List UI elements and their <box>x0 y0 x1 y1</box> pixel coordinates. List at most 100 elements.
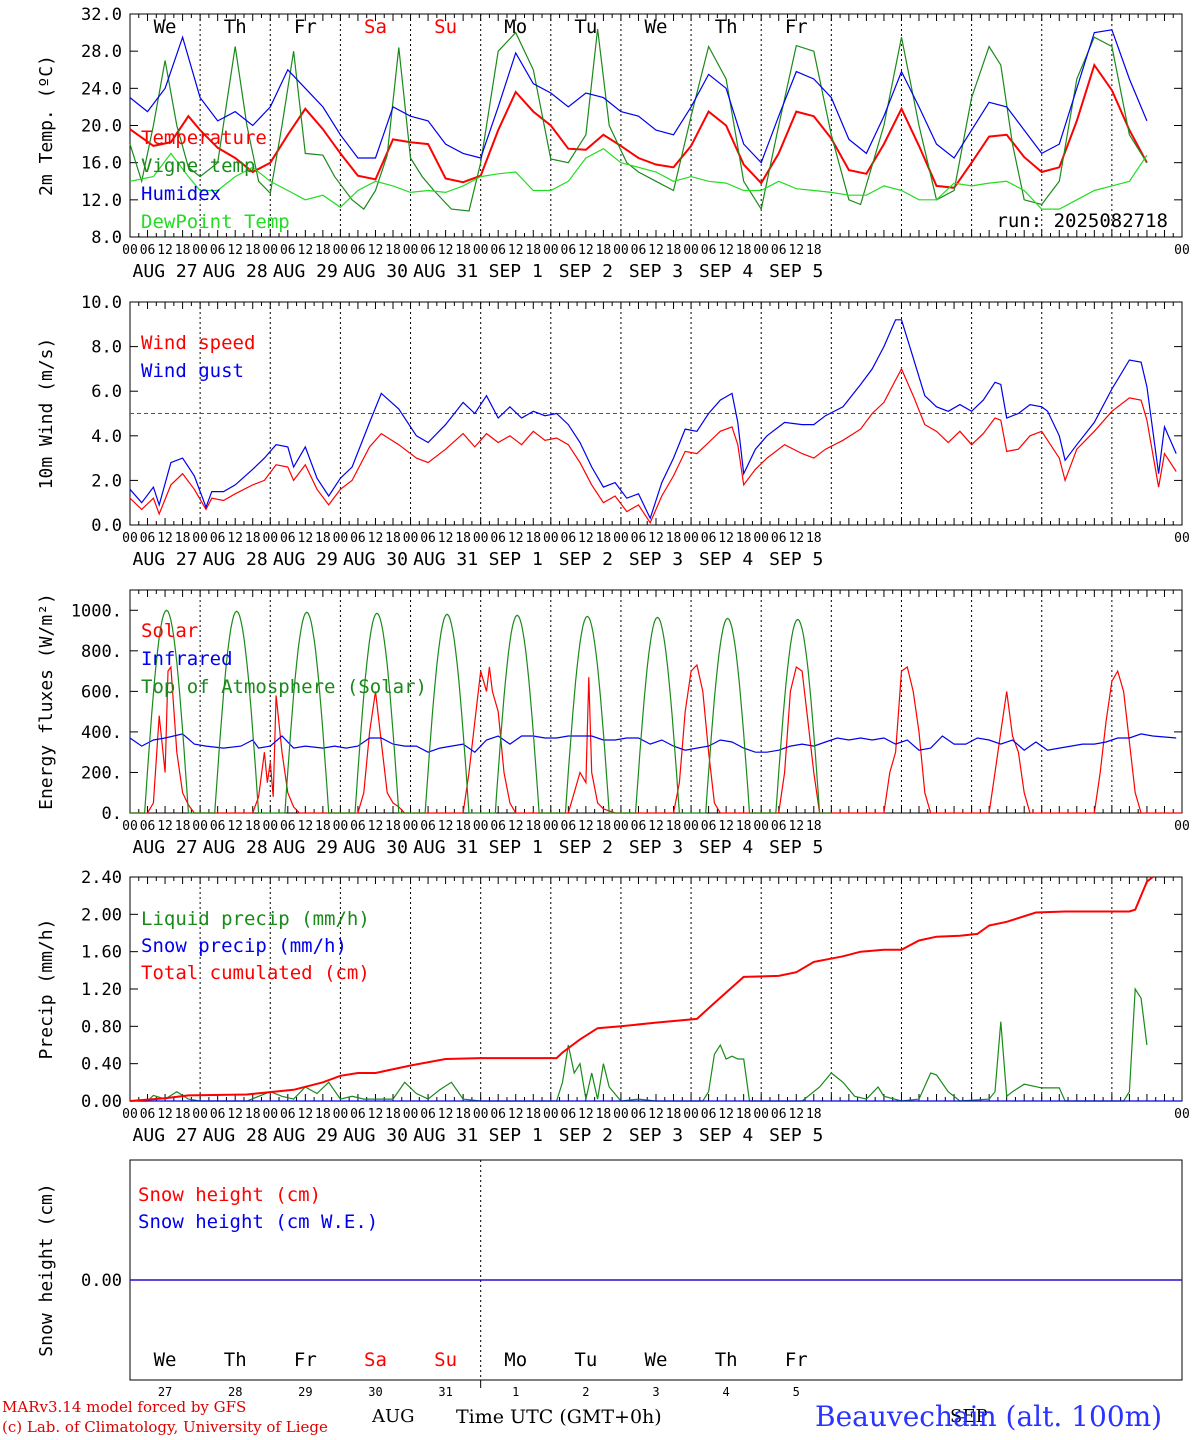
hour-tick-label: 00 <box>1174 819 1190 834</box>
lab-credit: (c) Lab. of Climatology, University of L… <box>2 1418 328 1436</box>
hour-tick-label: 18 <box>525 1107 541 1122</box>
hour-tick-label: 12 <box>508 1107 524 1122</box>
y-tick-label: 0.40 <box>81 1055 122 1075</box>
hour-tick-label: 06 <box>701 243 717 258</box>
series-line-infrared <box>129 733 1177 753</box>
hour-tick-label: 18 <box>806 531 822 546</box>
hour-tick-label: 18 <box>315 531 331 546</box>
y-axis-label: Precip (mm/h) <box>36 919 57 1060</box>
hour-tick-label: 12 <box>227 819 243 834</box>
hour-tick-label: 00 <box>543 243 559 258</box>
day-number-label: 28 <box>228 1385 242 1399</box>
hour-tick-label: 12 <box>157 531 173 546</box>
hour-tick-label: 12 <box>368 819 384 834</box>
station-title: Beauvechain (alt. 100m) <box>815 1400 1163 1433</box>
hour-tick-label: 18 <box>175 243 191 258</box>
y-tick-label: 8.0 <box>91 228 122 248</box>
hour-tick-label: 18 <box>806 243 822 258</box>
y-axis-label: 2m Temp. (ºC) <box>36 55 57 196</box>
hour-tick-label: 18 <box>666 819 682 834</box>
hour-tick-label: 00 <box>473 243 489 258</box>
legend-label: Vigne temp <box>141 155 255 177</box>
date-tick-label: AUG 29 <box>273 261 338 282</box>
hour-tick-label: 18 <box>525 531 541 546</box>
run-label: run: 2025082718 <box>996 210 1168 232</box>
hour-tick-label: 18 <box>175 819 191 834</box>
y-tick-label: 1000. <box>71 601 122 621</box>
hour-tick-label: 12 <box>157 243 173 258</box>
hour-tick-label: 12 <box>298 1107 314 1122</box>
hour-tick-label: 06 <box>140 531 156 546</box>
y-tick-label: 800. <box>81 642 122 662</box>
hour-tick-label: 06 <box>701 819 717 834</box>
hour-tick-label: 06 <box>561 243 577 258</box>
hour-tick-label: 00 <box>473 819 489 834</box>
hour-tick-label: 18 <box>245 243 261 258</box>
y-tick-label: 400. <box>81 723 122 743</box>
weekday-label-top: We <box>154 16 177 38</box>
hour-tick-label: 12 <box>648 819 664 834</box>
hour-tick-label: 06 <box>350 531 366 546</box>
weekday-label-top: Sa <box>364 16 387 38</box>
hour-tick-label: 12 <box>368 531 384 546</box>
hour-tick-label: 06 <box>280 243 296 258</box>
hour-tick-label: 06 <box>701 1107 717 1122</box>
hour-tick-label: 18 <box>525 819 541 834</box>
hour-tick-label: 06 <box>561 819 577 834</box>
hour-tick-label: 12 <box>227 243 243 258</box>
hour-tick-label: 00 <box>403 819 419 834</box>
y-tick-label: 0.00 <box>81 1271 122 1291</box>
y-tick-label: 20.0 <box>81 117 122 137</box>
hour-tick-label: 18 <box>385 243 401 258</box>
weekday-label-bottom: Fr <box>294 1349 317 1371</box>
legend-label: Total cumulated (cm) <box>141 962 370 984</box>
hour-tick-label: 18 <box>596 819 612 834</box>
date-tick-label: SEP 4 <box>699 837 753 858</box>
panel-5: 0.00 Snow height (cm) Snow height (cm) Snow… <box>36 1159 1183 1388</box>
hour-tick-label: 00 <box>1174 243 1190 258</box>
hour-tick-label: 12 <box>718 1107 734 1122</box>
date-tick-label: AUG 28 <box>203 1125 268 1146</box>
hour-tick-label: 06 <box>490 243 506 258</box>
hour-tick-label: 06 <box>280 1107 296 1122</box>
hour-tick-label: 06 <box>631 531 647 546</box>
hour-tick-label: 00 <box>753 1107 769 1122</box>
hour-tick-label: 18 <box>385 1107 401 1122</box>
legend-label: Wind speed <box>141 332 255 354</box>
month-aug-label: AUG <box>372 1406 415 1427</box>
day-number-label: 4 <box>723 1385 730 1399</box>
hour-tick-label: 12 <box>788 1107 804 1122</box>
hour-tick-label: 06 <box>701 531 717 546</box>
y-tick-label: 2.0 <box>91 471 122 491</box>
date-tick-label: AUG 27 <box>133 549 198 570</box>
y-tick-label: 12.0 <box>81 191 122 211</box>
date-tick-label: SEP 1 <box>489 837 543 858</box>
hour-tick-label: 00 <box>262 1107 278 1122</box>
legend-label: Wind gust <box>141 360 244 382</box>
hour-tick-label: 00 <box>122 531 138 546</box>
hour-tick-label: 12 <box>788 243 804 258</box>
date-tick-label: AUG 29 <box>273 1125 338 1146</box>
hour-tick-label: 06 <box>631 819 647 834</box>
hour-tick-label: 18 <box>736 819 752 834</box>
hour-tick-label: 06 <box>420 243 436 258</box>
hour-tick-label: 18 <box>315 1107 331 1122</box>
hour-tick-label: 18 <box>175 1107 191 1122</box>
hour-tick-label: 06 <box>771 1107 787 1122</box>
legend-label: Snow height (cm W.E.) <box>138 1211 378 1233</box>
hour-tick-label: 18 <box>666 1107 682 1122</box>
y-tick-label: 32.0 <box>81 5 122 25</box>
hour-tick-label: 18 <box>315 243 331 258</box>
hour-tick-label: 12 <box>718 819 734 834</box>
hour-tick-label: 12 <box>368 243 384 258</box>
hour-tick-label: 18 <box>175 531 191 546</box>
hour-tick-label: 00 <box>192 819 208 834</box>
y-tick-label: 0.00 <box>81 1092 122 1112</box>
hour-tick-label: 18 <box>596 1107 612 1122</box>
hour-tick-label: 12 <box>648 531 664 546</box>
date-tick-label: SEP 2 <box>559 1125 613 1146</box>
date-tick-label: AUG 31 <box>413 1125 478 1146</box>
